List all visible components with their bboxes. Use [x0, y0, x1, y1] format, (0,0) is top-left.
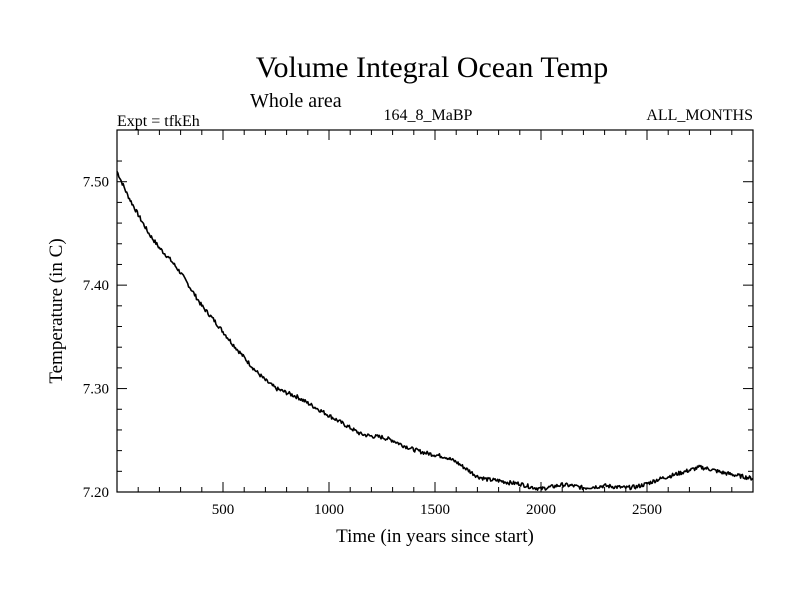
- period-label: 164_8_MaBP: [384, 107, 473, 124]
- y-tick-label: 7.30: [83, 382, 109, 398]
- y-tick-label: 7.50: [83, 175, 109, 191]
- y-axis-ticks: [117, 160, 753, 472]
- chart-title: Volume Integral Ocean Temp: [256, 51, 609, 84]
- x-tick-label: 2500: [632, 502, 662, 518]
- x-axis-label: Time (in years since start): [336, 526, 534, 547]
- series-line: [116, 171, 754, 491]
- months-label: ALL_MONTHS: [646, 107, 753, 124]
- experiment-label: Expt = tfkEh: [117, 113, 200, 130]
- x-tick-label: 1500: [420, 502, 450, 518]
- plot-frame: [116, 129, 754, 493]
- x-tick-label: 1000: [314, 502, 344, 518]
- y-axis-label: Temperature (in C): [46, 238, 67, 383]
- x-tick-label: 2000: [526, 502, 556, 518]
- x-axis-ticks: [137, 130, 733, 492]
- chart-subtitle: Whole area: [250, 90, 342, 112]
- x-tick-label: 500: [212, 502, 235, 518]
- x-tick-labels: 500 1000 1500 2000 2500: [212, 502, 662, 518]
- y-tick-labels: 7.20 7.30 7.40 7.50: [83, 175, 109, 501]
- y-tick-label: 7.20: [83, 485, 109, 501]
- y-tick-label: 7.40: [83, 278, 109, 294]
